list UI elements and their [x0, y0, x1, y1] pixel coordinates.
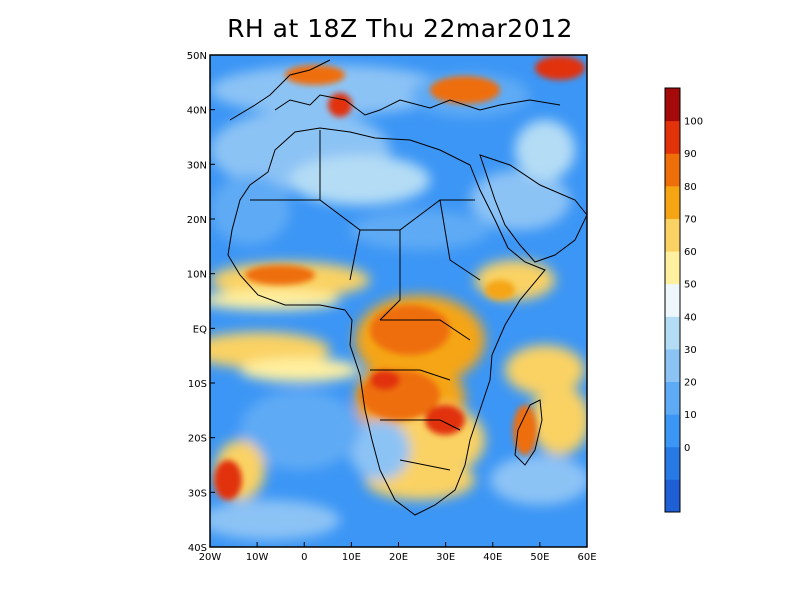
lat-tick-label: 10S — [188, 379, 207, 390]
colorbar-label: 10 — [684, 410, 697, 421]
lon-tick-label: 20E — [389, 552, 408, 563]
colorbar-segment — [665, 185, 680, 219]
lon-tick-label: 40E — [483, 552, 502, 563]
lon-tick-label: 50E — [530, 552, 549, 563]
lat-tick-label: 30N — [187, 160, 207, 171]
lat-tick-label: 10N — [187, 270, 207, 281]
colorbar: 0 10 20 30 40 50 60 70 80 90 100 — [664, 87, 703, 513]
lat-tick-label: 50N — [187, 51, 207, 62]
lat-tick-label: 40N — [187, 106, 207, 117]
coastline-outline — [227, 59, 587, 516]
colorbar-label: 90 — [684, 149, 697, 160]
colorbar-segment — [665, 283, 680, 317]
rh-field — [210, 55, 587, 547]
map-title: RH at 18Z Thu 22mar2012 — [227, 14, 573, 43]
colorbar-label: 70 — [684, 214, 697, 225]
colorbar-label: 0 — [684, 443, 690, 454]
colorbar-label: 30 — [684, 345, 697, 356]
lat-tick-label: 30S — [188, 488, 207, 499]
lat-tick-label: 20S — [188, 434, 207, 445]
colorbar-label: 80 — [684, 182, 697, 193]
lat-tick-label: EQ — [193, 324, 207, 335]
lon-tick-label: 0 — [301, 552, 307, 563]
colorbar-segment — [665, 153, 680, 187]
colorbar-segment — [665, 120, 680, 154]
colorbar-label: 60 — [684, 247, 697, 258]
lon-tick-label: 60E — [577, 552, 596, 563]
colorbar-label: 20 — [684, 378, 697, 389]
lat-tick-label: 20N — [187, 215, 207, 226]
colorbar-segment — [665, 251, 680, 285]
colorbar-segment — [665, 218, 680, 252]
colorbar-segment — [665, 446, 680, 480]
colorbar-label: 40 — [684, 312, 697, 323]
colorbar-segment — [665, 88, 680, 122]
lon-tick-label: 20W — [199, 552, 222, 563]
colorbar-segment — [665, 479, 680, 513]
colorbar-segment — [665, 381, 680, 415]
colorbar-frame — [664, 87, 681, 513]
colorbar-segment — [665, 316, 680, 350]
lon-tick-label: 30E — [436, 552, 455, 563]
lon-tick-label: 10E — [342, 552, 361, 563]
colorbar-segment — [665, 414, 680, 448]
colorbar-label: 50 — [684, 280, 697, 291]
colorbar-segment — [665, 348, 680, 383]
colorbar-label: 100 — [684, 117, 703, 128]
lon-tick-label: 10W — [246, 552, 269, 563]
lat-tick-label: 40S — [188, 543, 207, 554]
